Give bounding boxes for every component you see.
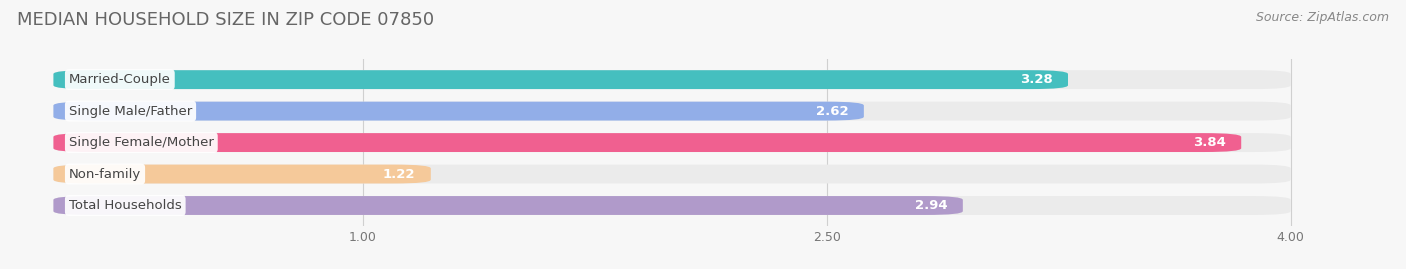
FancyBboxPatch shape (53, 165, 430, 183)
FancyBboxPatch shape (53, 165, 1291, 183)
Text: 3.84: 3.84 (1192, 136, 1226, 149)
FancyBboxPatch shape (53, 70, 1069, 89)
FancyBboxPatch shape (53, 196, 963, 215)
Text: Total Households: Total Households (69, 199, 181, 212)
FancyBboxPatch shape (53, 70, 1291, 89)
Text: Single Female/Mother: Single Female/Mother (69, 136, 214, 149)
Text: Source: ZipAtlas.com: Source: ZipAtlas.com (1256, 11, 1389, 24)
FancyBboxPatch shape (53, 133, 1241, 152)
Text: Single Male/Father: Single Male/Father (69, 105, 193, 118)
Text: Non-family: Non-family (69, 168, 141, 180)
Text: 2.62: 2.62 (815, 105, 848, 118)
Text: 1.22: 1.22 (382, 168, 415, 180)
Text: Married-Couple: Married-Couple (69, 73, 170, 86)
FancyBboxPatch shape (53, 102, 863, 121)
Text: 3.28: 3.28 (1019, 73, 1053, 86)
Text: 2.94: 2.94 (915, 199, 948, 212)
FancyBboxPatch shape (53, 102, 1291, 121)
FancyBboxPatch shape (53, 133, 1291, 152)
FancyBboxPatch shape (53, 196, 1291, 215)
Text: MEDIAN HOUSEHOLD SIZE IN ZIP CODE 07850: MEDIAN HOUSEHOLD SIZE IN ZIP CODE 07850 (17, 11, 434, 29)
